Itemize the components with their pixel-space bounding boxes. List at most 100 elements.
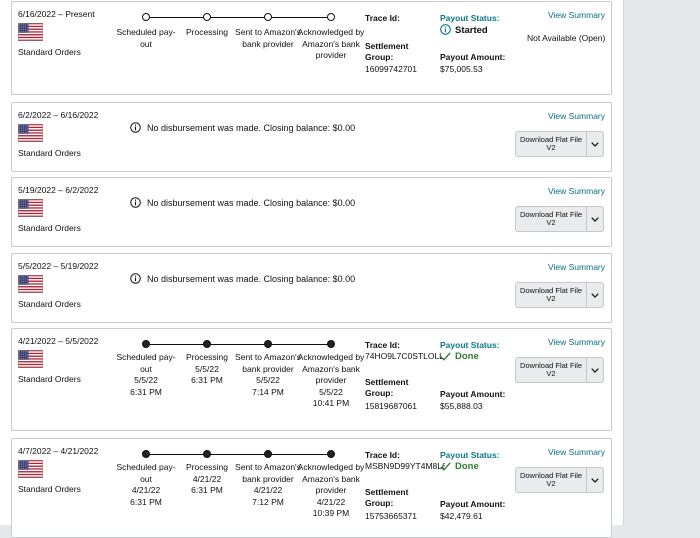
- settlement-group-label: Settlement Group:: [365, 41, 409, 62]
- timeline-step-date: 4/21/22: [131, 485, 161, 495]
- payout-status-value: Started: [440, 24, 488, 38]
- timeline-dot: [264, 340, 272, 348]
- notice-text: No disbursement was made. Closing balanc…: [147, 123, 356, 133]
- timeline-step-date: 4/21/22: [192, 473, 222, 484]
- timeline-dot: [203, 340, 211, 348]
- no-disbursement-notice: No disbursement was made. Closing balanc…: [130, 197, 355, 210]
- us-flag-icon: [18, 460, 43, 478]
- timeline-step-time: 10:39 PM: [312, 508, 350, 518]
- payout-status-value: Done: [440, 351, 479, 364]
- timeline-step-time: 6:31 PM: [191, 375, 223, 385]
- timeline-step: Acknowledged by Amazon's bank provider 5…: [296, 352, 366, 410]
- date-range: 6/16/2022 – Present: [18, 9, 95, 19]
- date-range: 5/5/2022 – 5/19/2022: [18, 261, 99, 271]
- timeline-line: [146, 17, 331, 18]
- timeline-step-label: Processing: [185, 352, 229, 362]
- timeline-step-label: Sent to Amazon's bank provider: [235, 462, 301, 484]
- timeline-step-time: 6:31 PM: [130, 496, 162, 507]
- timeline-dot: [203, 450, 211, 458]
- view-summary-link[interactable]: View Summary: [548, 337, 605, 347]
- us-flag-icon: [18, 350, 43, 368]
- download-flat-file-button[interactable]: Download Flat File V2: [515, 131, 604, 157]
- settlement-group-value: 16099742701: [365, 64, 418, 74]
- timeline-dot: [327, 13, 335, 21]
- settlement-card: 4/21/2022 – 5/5/2022 Standard Orders Sch…: [11, 328, 612, 431]
- payout-amount-value: $75,005.53: [440, 64, 483, 74]
- download-button-label: Download Flat File V2: [519, 209, 583, 227]
- download-flat-file-button[interactable]: Download Flat File V2: [515, 357, 604, 383]
- view-summary-link[interactable]: View Summary: [548, 111, 605, 121]
- timeline-line: [146, 344, 331, 345]
- chevron-down-icon[interactable]: [587, 283, 603, 307]
- timeline-line: [146, 454, 331, 455]
- view-summary-link[interactable]: View Summary: [548, 447, 605, 457]
- order-type: Standard Orders: [18, 374, 81, 384]
- no-disbursement-notice: No disbursement was made. Closing balanc…: [130, 122, 355, 135]
- timeline-step: Scheduled pay-out 4/21/22 6:31 PM: [111, 462, 181, 508]
- info-icon: [440, 24, 451, 38]
- payouts-page: 6/16/2022 – Present Standard Orders Sche…: [0, 0, 624, 538]
- timeline-step-label: Sent to Amazon's bank provider: [235, 352, 301, 374]
- timeline-step: Processing 4/21/22 6:31 PM: [172, 462, 242, 497]
- download-flat-file-button[interactable]: Download Flat File V2: [515, 282, 604, 308]
- view-summary-link[interactable]: View Summary: [548, 186, 605, 196]
- timeline-step-label: Scheduled pay-out: [116, 462, 176, 484]
- timeline-step: Acknowledged by Amazon's bank provider 4…: [296, 462, 366, 520]
- timeline-dot: [327, 450, 335, 458]
- settlement-card: 5/5/2022 – 5/19/2022 Standard Orders No …: [11, 253, 612, 323]
- no-disbursement-notice: No disbursement was made. Closing balanc…: [130, 273, 355, 286]
- timeline-step-date: 5/5/22: [195, 363, 219, 374]
- payout-status-label: Payout Status:: [440, 450, 500, 460]
- chevron-down-icon[interactable]: [587, 468, 603, 492]
- chevron-down-icon[interactable]: [587, 358, 603, 382]
- settlement-card: 5/19/2022 – 6/2/2022 Standard Orders No …: [11, 177, 612, 247]
- date-range: 5/19/2022 – 6/2/2022: [18, 185, 99, 195]
- timeline-step-time: 10:41 PM: [312, 398, 350, 408]
- button-divider: [586, 358, 587, 382]
- view-summary-link[interactable]: View Summary: [548, 262, 605, 272]
- download-flat-file-button[interactable]: Download Flat File V2: [515, 467, 604, 493]
- timeline-dot: [327, 340, 335, 348]
- button-divider: [586, 132, 587, 156]
- chevron-down-icon[interactable]: [587, 207, 603, 231]
- timeline-dot: [264, 13, 272, 21]
- info-icon: [130, 122, 141, 135]
- order-type: Standard Orders: [18, 148, 81, 158]
- trace-id-value: 74HO9L7C0STLOLL: [365, 351, 444, 361]
- chevron-down-icon[interactable]: [587, 132, 603, 156]
- timeline-dot: [264, 450, 272, 458]
- check-icon: [440, 462, 451, 474]
- timeline-step-label: Acknowledged by Amazon's bank provider: [297, 27, 365, 60]
- order-type: Standard Orders: [18, 299, 81, 309]
- payout-amount-label: Payout Amount:: [440, 499, 506, 509]
- payout-status-label: Payout Status:: [440, 13, 500, 23]
- timeline-step-date: 5/5/22: [319, 386, 343, 397]
- trace-id-value: MSBN9D99YT4M8L6: [365, 461, 445, 471]
- settlement-card: 6/16/2022 – Present Standard Orders Sche…: [11, 1, 612, 95]
- payout-status-label: Payout Status:: [440, 340, 500, 350]
- date-range: 6/2/2022 – 6/16/2022: [18, 110, 99, 120]
- date-range: 4/7/2022 – 4/21/2022: [18, 446, 99, 456]
- timeline-step-time: 7:14 PM: [252, 386, 284, 397]
- timeline-dot: [142, 340, 150, 348]
- timeline-step-label: Sent to Amazon's bank provider: [235, 27, 301, 49]
- timeline-step-label: Scheduled pay-out: [116, 27, 176, 49]
- order-type: Standard Orders: [18, 47, 81, 57]
- timeline-step: Sent to Amazon's bank provider 5/5/22 7:…: [233, 352, 303, 398]
- download-flat-file-button[interactable]: Download Flat File V2: [515, 206, 604, 232]
- trace-id-label: Trace Id:: [365, 13, 400, 23]
- download-button-label: Download Flat File V2: [519, 285, 583, 303]
- settlement-card: 4/7/2022 – 4/21/2022 Standard Orders Sch…: [11, 438, 612, 538]
- view-summary-link[interactable]: View Summary: [548, 10, 605, 20]
- notice-text: No disbursement was made. Closing balanc…: [147, 274, 356, 284]
- timeline-step-label: Processing: [185, 27, 229, 37]
- settlement-group-label: Settlement Group:: [365, 487, 409, 508]
- check-icon: [440, 352, 451, 364]
- payout-status-text: Done: [455, 351, 479, 362]
- button-divider: [586, 468, 587, 492]
- settlement-group-value: 15753665371: [365, 511, 418, 521]
- info-icon: [130, 273, 141, 286]
- download-button-label: Download Flat File V2: [519, 134, 583, 152]
- timeline-step-label: Acknowledged by Amazon's bank provider: [297, 352, 365, 385]
- timeline-step: Sent to Amazon's bank provider 4/21/22 7…: [233, 462, 303, 508]
